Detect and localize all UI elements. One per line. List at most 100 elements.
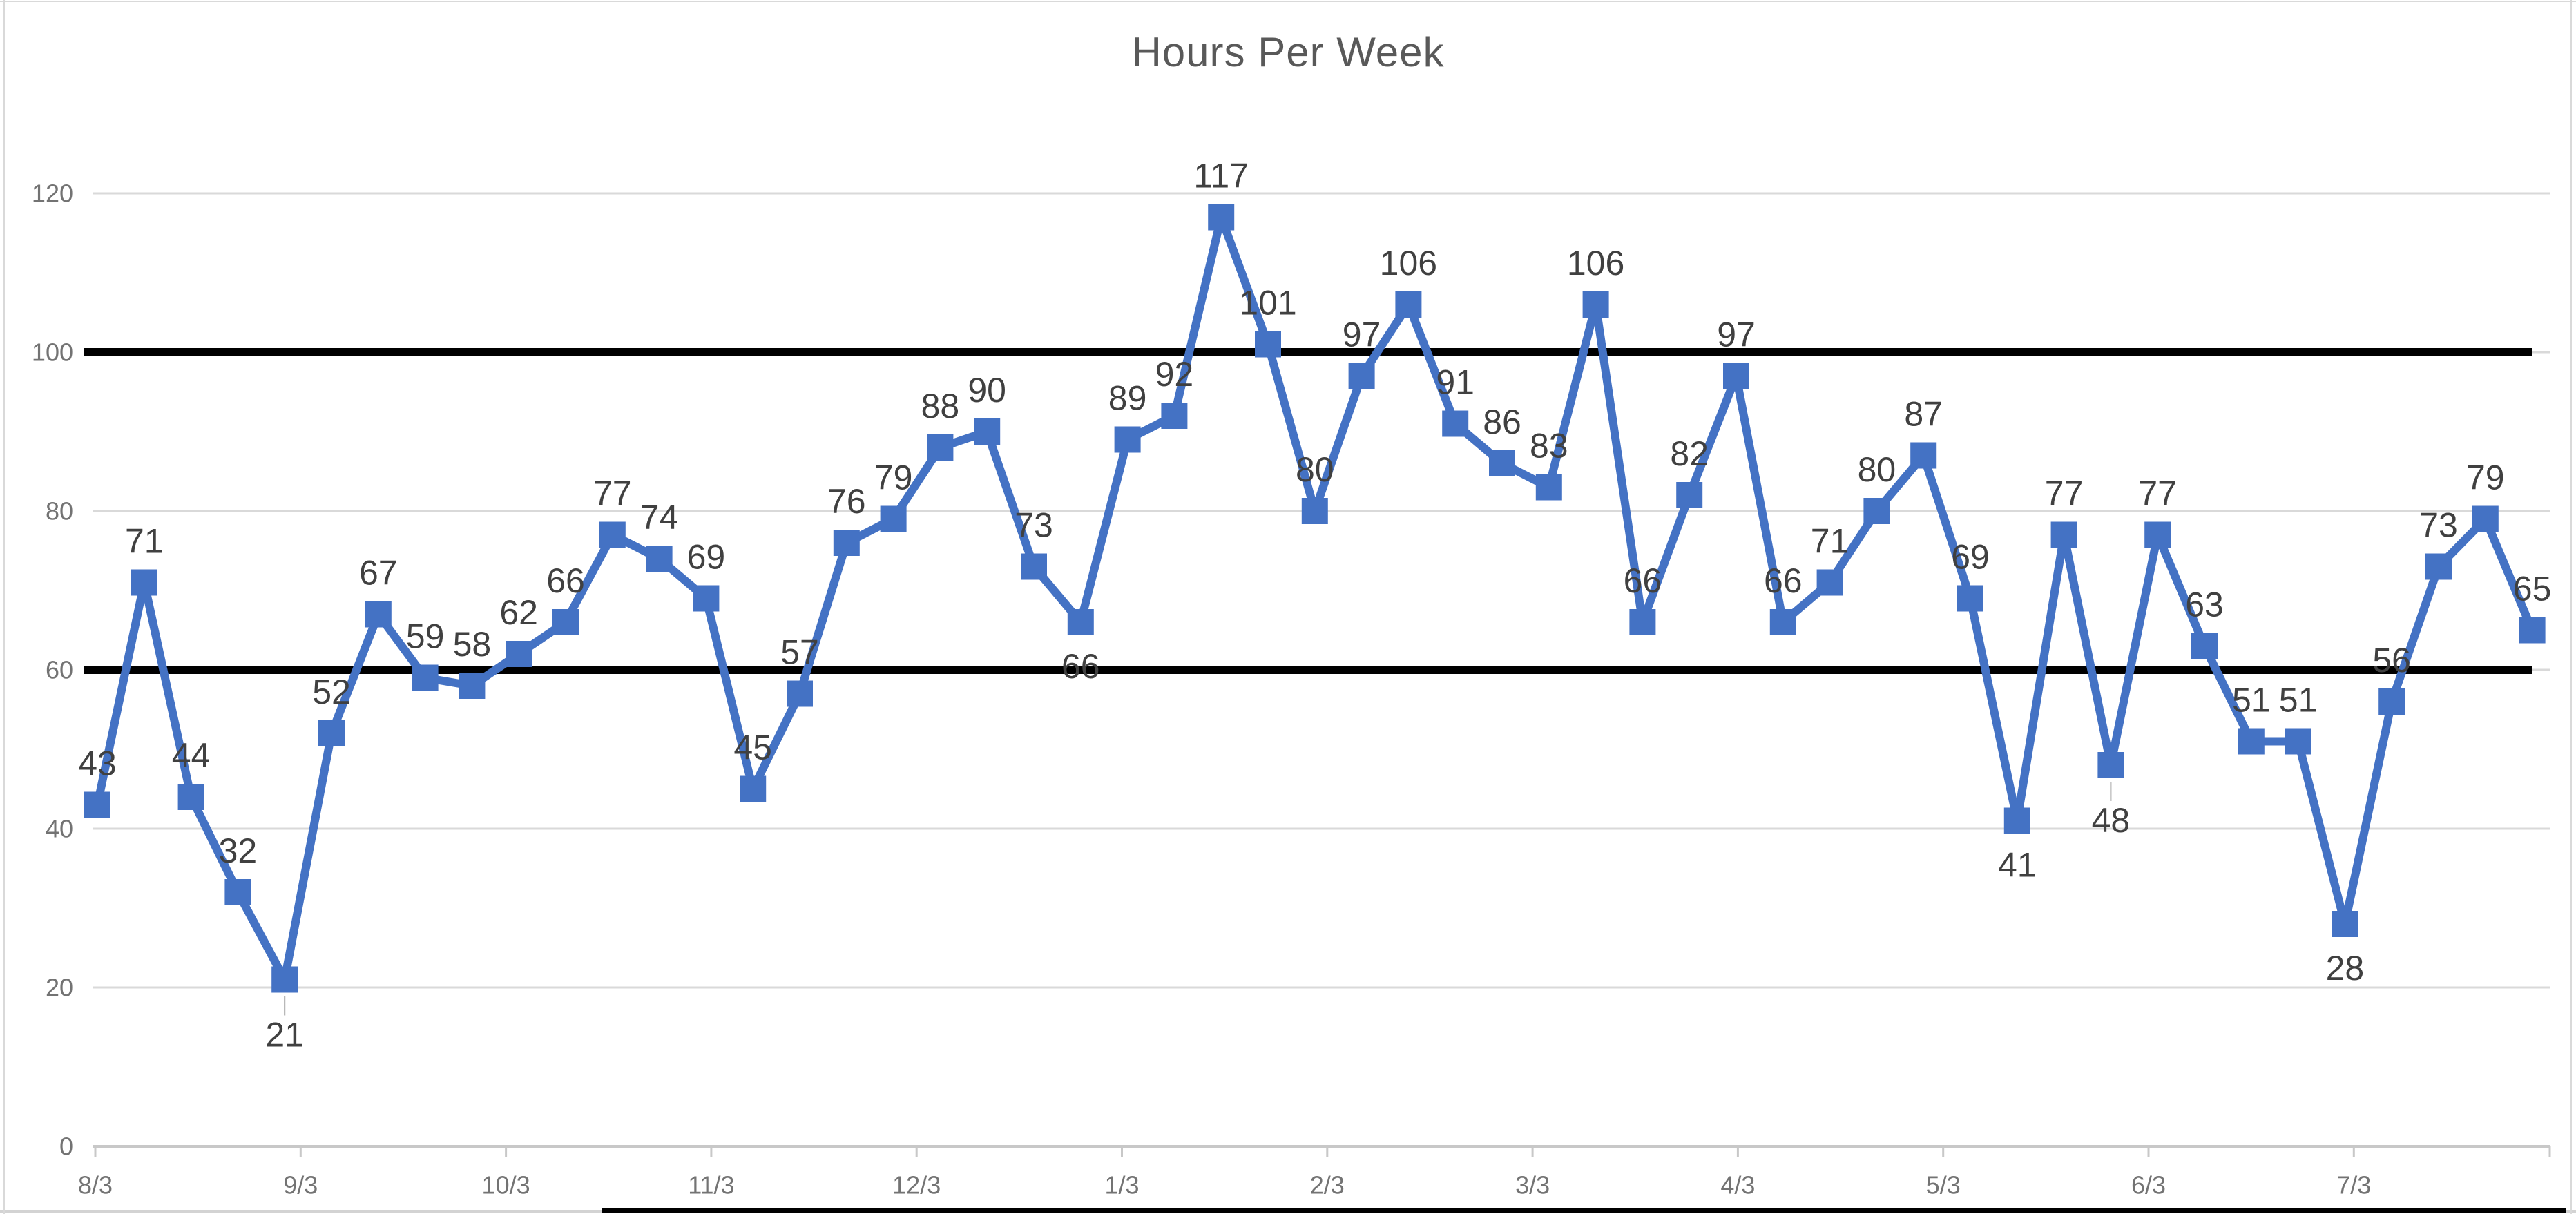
data-point-marker — [1067, 609, 1094, 635]
data-point-marker — [1582, 291, 1609, 318]
data-point-marker — [1910, 442, 1937, 469]
data-point-label: 74 — [640, 498, 679, 537]
data-point-label: 69 — [687, 538, 726, 577]
y-axis-label: 40 — [46, 815, 73, 843]
x-axis-label: 9/3 — [283, 1171, 318, 1199]
x-axis-label: 8/3 — [78, 1171, 113, 1199]
data-point-label: 77 — [2045, 474, 2084, 513]
data-point-label: 58 — [453, 625, 492, 664]
data-point-label: 106 — [1380, 244, 1437, 282]
data-point-marker — [2238, 728, 2265, 755]
y-axis-label: 60 — [46, 656, 73, 684]
data-point-marker — [740, 775, 767, 802]
bottom-bar-gray-left — [0, 1210, 602, 1213]
data-point-marker — [599, 521, 626, 548]
data-point-label: 90 — [968, 371, 1006, 410]
y-axis-label: 20 — [46, 974, 73, 1002]
series-line — [93, 213, 2537, 984]
data-point-marker — [1863, 498, 1890, 524]
x-axis-label: 3/3 — [1515, 1171, 1550, 1199]
data-point-marker — [1208, 204, 1235, 231]
data-point-label: 92 — [1155, 355, 1194, 394]
x-axis-label: 2/3 — [1310, 1171, 1345, 1199]
data-point-label: 52 — [312, 673, 351, 711]
data-point-label: 79 — [2466, 459, 2505, 497]
data-point-label: 89 — [1108, 379, 1147, 418]
data-point-label: 63 — [2185, 586, 2224, 624]
data-point-marker — [1816, 569, 1843, 596]
data-point-label: 45 — [733, 729, 772, 767]
data-point-label: 32 — [219, 831, 258, 870]
data-point-marker — [1957, 585, 1983, 612]
data-point-label: 79 — [874, 459, 913, 497]
data-point-label: 80 — [1296, 450, 1334, 489]
x-axis-label: 5/3 — [1926, 1171, 1961, 1199]
window-border-right — [2570, 0, 2572, 1214]
data-point-label: 66 — [1624, 561, 1662, 600]
data-point-marker — [2003, 807, 2030, 834]
x-axis-label: 6/3 — [2131, 1171, 2166, 1199]
data-point-marker — [2472, 505, 2499, 532]
data-point-marker — [1021, 553, 1047, 580]
data-point-marker — [2378, 688, 2405, 715]
data-point-marker — [1301, 498, 1328, 524]
data-point-marker — [1255, 331, 1281, 358]
window-border-left — [3, 0, 5, 1214]
data-point-label: 87 — [1904, 395, 1943, 434]
data-point-label: 73 — [2419, 506, 2458, 545]
data-point-label: 28 — [2326, 949, 2365, 987]
x-axis-label: 10/3 — [482, 1171, 530, 1199]
data-point-label: 91 — [1436, 363, 1474, 402]
data-point-label: 76 — [827, 482, 866, 521]
data-point-marker — [1161, 403, 1188, 429]
data-point-label: 41 — [1998, 846, 2037, 885]
data-point-label: 88 — [921, 387, 960, 425]
data-point-label: 66 — [1764, 561, 1803, 600]
data-point-marker — [1769, 609, 1796, 635]
data-point-label: 66 — [1061, 647, 1100, 686]
data-point-marker — [2519, 617, 2546, 644]
data-point-label: 67 — [359, 554, 398, 592]
data-point-label: 77 — [2138, 474, 2177, 513]
data-point-marker — [1114, 426, 1141, 453]
data-point-marker — [2191, 633, 2218, 659]
data-point-marker — [177, 784, 204, 810]
data-point-marker — [459, 673, 486, 699]
data-point-label: 21 — [265, 1016, 304, 1054]
data-point-marker — [1629, 609, 1656, 635]
data-point-label: 83 — [1530, 427, 1568, 465]
x-axis-label: 4/3 — [1720, 1171, 1755, 1199]
data-point-marker — [365, 601, 392, 628]
data-point-label: 71 — [125, 522, 164, 561]
chart-title: Hours Per Week — [1131, 29, 1445, 75]
x-axis-label: 11/3 — [688, 1171, 734, 1199]
data-point-marker — [318, 720, 345, 746]
data-point-label: 48 — [2092, 801, 2131, 840]
data-point-label: 106 — [1567, 244, 1624, 282]
data-point-marker — [2332, 911, 2358, 937]
data-point-marker — [2050, 521, 2077, 548]
data-point-marker — [2285, 728, 2311, 755]
y-axis-label: 80 — [46, 497, 73, 526]
data-point-marker — [1723, 363, 1749, 389]
data-point-label: 44 — [172, 736, 211, 775]
data-point-marker — [787, 680, 813, 707]
data-point-marker — [412, 664, 439, 691]
x-axis-label: 7/3 — [2336, 1171, 2371, 1199]
data-point-label: 71 — [1811, 522, 1849, 561]
data-point-label: 43 — [78, 744, 117, 783]
data-point-marker — [271, 966, 298, 993]
window-border-top — [0, 1, 2576, 2]
data-point-marker — [1676, 482, 1703, 508]
data-point-label: 117 — [1193, 157, 1249, 195]
data-point-label: 69 — [1951, 538, 1990, 577]
data-point-marker — [84, 791, 110, 818]
data-point-marker — [833, 530, 860, 556]
data-point-label: 56 — [2372, 641, 2411, 680]
data-point-marker — [1442, 410, 1469, 437]
data-point-marker — [1348, 363, 1375, 389]
data-point-marker — [974, 418, 1001, 445]
data-point-label: 59 — [406, 617, 445, 656]
